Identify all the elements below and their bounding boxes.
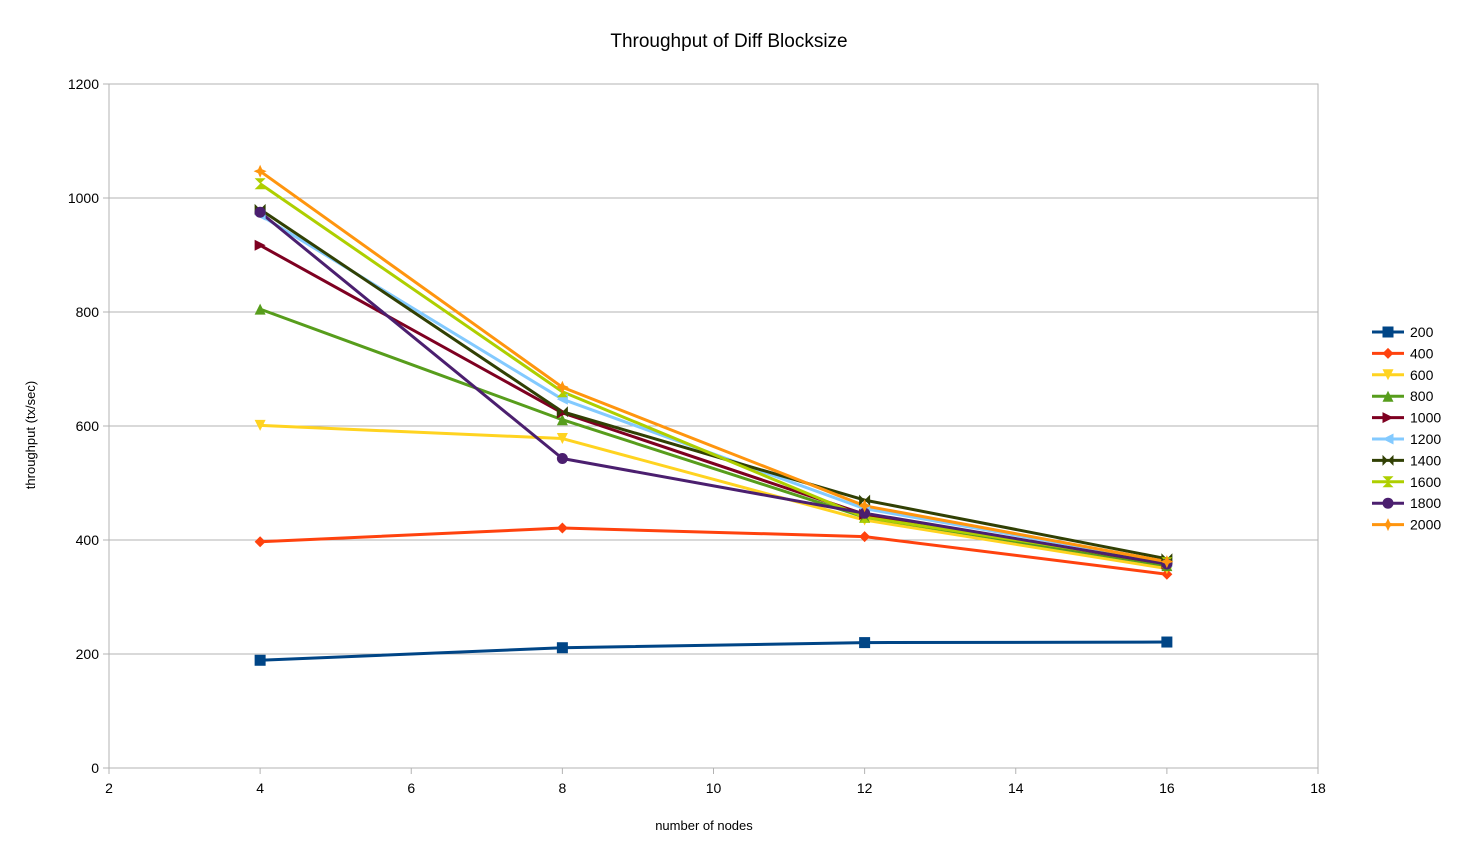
series-lines: [259, 169, 1168, 662]
x-tick-label: 4: [256, 780, 264, 796]
x-tick-label: 14: [1008, 780, 1024, 796]
data-points: [253, 164, 1174, 666]
y-tick-label: 1200: [68, 76, 99, 92]
series-line-1400: [259, 208, 1168, 561]
y-tick-label: 800: [76, 304, 100, 320]
data-point-1800: [254, 206, 266, 218]
series-line-400: [260, 526, 1168, 576]
x-tick-label: 6: [407, 780, 415, 796]
axes: 0 200 400 600 800 1000 1200 2 4 6 8 10 12 14 16 18: [68, 76, 1326, 796]
legend-marker: [1382, 433, 1394, 445]
legend-marker: [1382, 347, 1394, 359]
data-point-2000: [858, 499, 872, 513]
x-tick-label: 12: [857, 780, 873, 796]
data-point-1400: [556, 406, 568, 418]
data-point-2000: [1160, 555, 1174, 569]
legend-marker: [1382, 369, 1394, 381]
legend-label: 1200: [1410, 431, 1441, 447]
data-point-1000: [254, 239, 266, 251]
data-point-400: [254, 536, 266, 548]
legend-label: 1800: [1410, 495, 1441, 511]
y-tick-label: 600: [76, 418, 100, 434]
legend-label: 800: [1410, 388, 1434, 404]
legend-label: 1000: [1410, 410, 1441, 426]
data-point-1800: [556, 452, 568, 464]
legend-marker: [1381, 518, 1395, 532]
data-point-200: [254, 654, 266, 666]
data-point-2000: [253, 164, 267, 178]
legend-label: 400: [1410, 345, 1434, 361]
data-point-200: [859, 637, 871, 649]
series-line-1000: [259, 243, 1168, 566]
data-point-1600: [254, 178, 266, 190]
data-point-200: [556, 642, 568, 654]
data-point-400: [1161, 568, 1173, 580]
legend-marker: [1382, 497, 1394, 509]
legend-marker: [1382, 454, 1394, 466]
x-tick-label: 8: [558, 780, 566, 796]
y-tick-label: 0: [91, 760, 99, 776]
series-line-1600: [259, 182, 1168, 565]
y-tick-label: 200: [76, 646, 100, 662]
legend-label: 1400: [1410, 452, 1441, 468]
series-line-800: [259, 307, 1168, 568]
legend-label: 1600: [1410, 474, 1441, 490]
y-tick-label: 400: [76, 532, 100, 548]
data-point-600: [254, 419, 266, 431]
series-line-1800: [259, 211, 1168, 566]
legend-marker: [1382, 476, 1394, 488]
data-point-1800: [859, 507, 871, 519]
x-tick-label: 2: [105, 780, 113, 796]
data-point-2000: [555, 380, 569, 394]
chart-title: Throughput of Diff Blocksize: [610, 31, 847, 52]
data-point-800: [254, 303, 266, 315]
y-axis-title: throughput (tx/sec): [23, 381, 38, 489]
data-point-800: [556, 414, 568, 426]
y-tick-label: 1000: [68, 190, 99, 206]
data-point-200: [1161, 636, 1173, 648]
x-tick-label: 16: [1159, 780, 1175, 796]
legend: 200 400 600 800 1000 1200 1400 1600 1800 2000: [1372, 324, 1441, 533]
legend-label: 600: [1410, 367, 1434, 383]
legend-label: 200: [1410, 324, 1434, 340]
legend-marker: [1382, 412, 1394, 424]
legend-label: 2000: [1410, 517, 1441, 533]
x-axis-title: number of nodes: [655, 818, 753, 833]
data-point-600: [556, 433, 568, 445]
x-tick-label: 18: [1310, 780, 1326, 796]
series-line-600: [260, 423, 1168, 570]
x-tick-label: 10: [706, 780, 722, 796]
data-point-400: [556, 522, 568, 534]
legend-marker: [1382, 326, 1394, 338]
legend-marker: [1382, 390, 1394, 402]
data-point-400: [859, 531, 871, 543]
series-line-200: [260, 640, 1167, 662]
series-line-2000: [259, 169, 1168, 564]
